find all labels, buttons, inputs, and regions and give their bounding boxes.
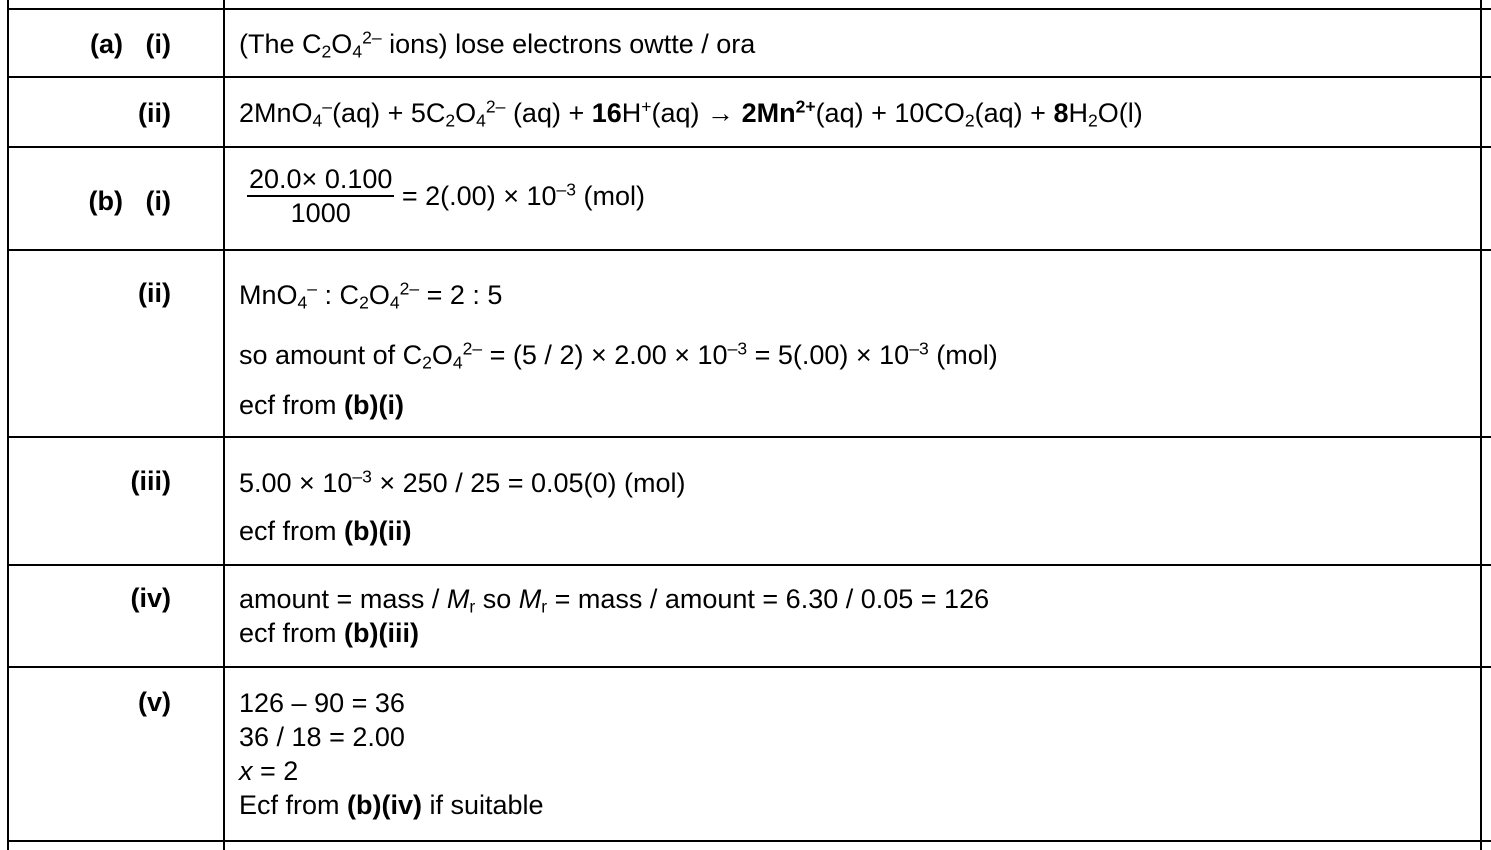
- question-label: (a) (i): [90, 29, 171, 59]
- row-divider: [8, 249, 1491, 251]
- row-divider: [8, 146, 1491, 148]
- row-divider: [8, 666, 1491, 668]
- answer-b-v: 126 – 90 = 36 36 / 18 = 2.00 x = 2 Ecf f…: [239, 688, 544, 820]
- row-divider: [8, 564, 1491, 566]
- answer-b-iii: 5.00 × 10–3 × 250 / 25 = 0.05(0) (mol) e…: [239, 466, 686, 546]
- answer-a-i: (The C2O42– ions) lose electrons owtte /…: [239, 27, 756, 62]
- question-label: (ii): [138, 278, 171, 308]
- row-divider: [8, 436, 1491, 438]
- question-label: (b) (i): [88, 186, 171, 216]
- row-divider: [8, 840, 1491, 842]
- question-label: (iv): [130, 583, 172, 613]
- answer-b-i: 20.0× 0.100 1000 = 2(.00) × 10–3 (mol): [247, 164, 646, 228]
- row-divider: [8, 8, 1491, 10]
- answer-a-ii: 2MnO4–(aq) + 5C2O42– (aq) + 16H+(aq) → 2…: [239, 96, 1143, 131]
- question-label: (ii): [138, 98, 171, 128]
- question-label: (v): [138, 687, 171, 717]
- answer-b-iv: amount = mass / Mr so Mr = mass / amount…: [239, 584, 990, 648]
- table-border-right: [1480, 0, 1482, 850]
- row-divider: [8, 76, 1491, 78]
- answer-b-ii: MnO4– : C2O42– = 2 : 5 so amount of C2O4…: [239, 278, 998, 420]
- column-divider: [223, 0, 225, 850]
- table-border-left: [7, 0, 9, 850]
- question-label: (iii): [130, 466, 172, 496]
- fraction: 20.0× 0.100 1000: [247, 164, 395, 228]
